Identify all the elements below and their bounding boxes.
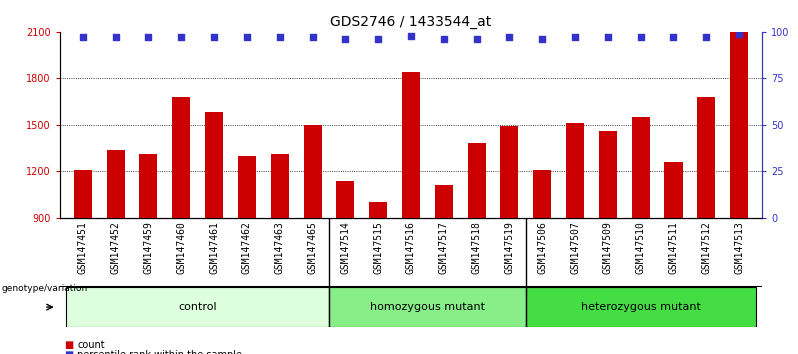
Bar	[730, 32, 749, 218]
Point	[535, 36, 548, 42]
Bar	[665, 162, 682, 218]
Bar	[632, 117, 650, 218]
Text: GSM147511: GSM147511	[669, 221, 678, 274]
Bar	[435, 185, 452, 218]
Bar	[526, 287, 756, 327]
Point	[437, 36, 450, 42]
Text: GSM147514: GSM147514	[340, 221, 350, 274]
Text: GSM147461: GSM147461	[209, 221, 219, 274]
Point	[240, 35, 253, 40]
Bar	[369, 202, 387, 218]
Text: GSM147452: GSM147452	[111, 221, 120, 274]
Text: GSM147459: GSM147459	[144, 221, 153, 274]
Bar	[468, 143, 486, 218]
Bar	[238, 156, 256, 218]
Text: GSM147462: GSM147462	[242, 221, 252, 274]
Bar	[205, 113, 223, 218]
Point	[503, 35, 516, 40]
Text: genotype/variation: genotype/variation	[2, 284, 88, 293]
Bar	[303, 125, 322, 218]
Text: ■: ■	[64, 340, 73, 350]
Text: ■: ■	[64, 350, 73, 354]
Bar	[697, 97, 715, 218]
Point	[372, 36, 385, 42]
Point	[274, 35, 286, 40]
Bar	[566, 123, 584, 218]
Point	[405, 33, 417, 39]
Bar	[140, 154, 157, 218]
Text: percentile rank within the sample: percentile rank within the sample	[77, 350, 243, 354]
Bar	[271, 154, 289, 218]
Text: GSM147506: GSM147506	[537, 221, 547, 274]
Point	[142, 35, 155, 40]
Text: GSM147518: GSM147518	[472, 221, 482, 274]
Point	[339, 36, 352, 42]
Point	[700, 35, 713, 40]
Point	[733, 31, 745, 36]
Point	[470, 36, 483, 42]
Point	[175, 35, 188, 40]
Point	[569, 35, 582, 40]
Text: GSM147463: GSM147463	[275, 221, 285, 274]
Title: GDS2746 / 1433544_at: GDS2746 / 1433544_at	[330, 16, 492, 29]
Text: GSM147516: GSM147516	[406, 221, 416, 274]
Point	[109, 35, 122, 40]
Bar	[73, 170, 92, 218]
Point	[602, 35, 614, 40]
Point	[306, 35, 319, 40]
Text: GSM147451: GSM147451	[78, 221, 88, 274]
Point	[667, 35, 680, 40]
Bar	[172, 97, 190, 218]
Bar	[329, 287, 526, 327]
Text: control: control	[179, 302, 217, 312]
Text: GSM147465: GSM147465	[307, 221, 318, 274]
Bar	[107, 149, 124, 218]
Bar	[402, 72, 420, 218]
Bar	[598, 131, 617, 218]
Text: GSM147515: GSM147515	[373, 221, 383, 274]
Text: GSM147460: GSM147460	[176, 221, 186, 274]
Point	[77, 35, 89, 40]
Bar	[336, 181, 354, 218]
Bar	[500, 126, 519, 218]
Text: homozygous mutant: homozygous mutant	[370, 302, 485, 312]
Text: GSM147510: GSM147510	[636, 221, 646, 274]
Bar	[533, 170, 551, 218]
Text: count: count	[77, 340, 105, 350]
Text: GSM147507: GSM147507	[570, 221, 580, 274]
Text: GSM147513: GSM147513	[734, 221, 744, 274]
Text: heterozygous mutant: heterozygous mutant	[581, 302, 701, 312]
Text: GSM147517: GSM147517	[439, 221, 448, 274]
Point	[634, 35, 647, 40]
Text: GSM147509: GSM147509	[602, 221, 613, 274]
Point	[207, 35, 220, 40]
Text: GSM147512: GSM147512	[701, 221, 711, 274]
Text: GSM147519: GSM147519	[504, 221, 515, 274]
Bar	[66, 287, 329, 327]
